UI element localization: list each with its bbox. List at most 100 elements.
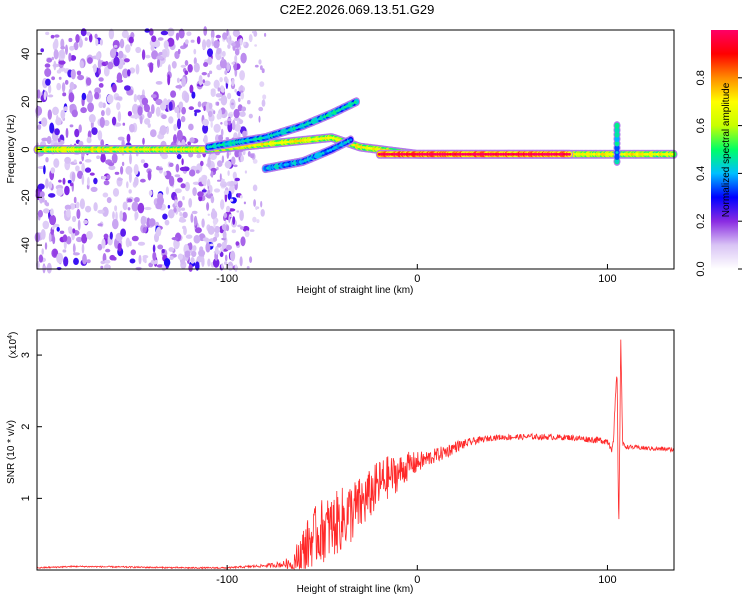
spectrogram-cell bbox=[207, 48, 213, 57]
spectrogram-cell bbox=[126, 181, 129, 189]
spectrogram-cell bbox=[142, 137, 145, 145]
spectrogram-cell bbox=[89, 172, 95, 176]
spectrogram-cell bbox=[339, 143, 343, 147]
spectrogram-cell bbox=[172, 148, 176, 151]
spectrogram-cell bbox=[280, 131, 284, 134]
spectrogram-cell bbox=[207, 110, 213, 118]
spectrogram-cell bbox=[88, 148, 92, 151]
spectrogram-cell bbox=[491, 152, 495, 156]
spectrogram-cell bbox=[50, 34, 55, 39]
spectrogram-cell bbox=[334, 146, 338, 149]
spectrogram-cell bbox=[181, 76, 187, 87]
colorbar-ticks: 0.0 0.2 0.4 0.6 0.8 bbox=[695, 70, 742, 277]
spectrogram-cell bbox=[555, 152, 559, 156]
spectrogram-cell bbox=[150, 259, 158, 265]
spectrogram-cell bbox=[430, 152, 435, 156]
spectrogram-cell bbox=[329, 136, 333, 140]
spectrogram-cell bbox=[236, 210, 240, 213]
spectrogram-cell bbox=[231, 156, 236, 165]
spectrogram-cell bbox=[112, 211, 115, 220]
spectrogram-cell bbox=[590, 152, 594, 156]
spectrogram-cell bbox=[547, 152, 551, 156]
spectrogram-cell bbox=[271, 142, 275, 145]
spectrogram-cell bbox=[159, 148, 163, 151]
spectrogram-cell bbox=[169, 162, 174, 167]
spectrogram-cell bbox=[615, 133, 619, 137]
spectrogram-cell bbox=[60, 45, 66, 50]
spectrogram-cell bbox=[133, 94, 138, 103]
spectrogram-cell bbox=[240, 226, 244, 230]
spectrogram-cell bbox=[244, 139, 248, 143]
spectrogram-cell bbox=[275, 132, 279, 136]
spectrogram-cell bbox=[615, 151, 619, 154]
spectrogram-cell bbox=[226, 151, 229, 159]
spectrogram-cell bbox=[118, 50, 124, 59]
spectrogram-cell bbox=[170, 90, 177, 98]
spectrogram-cell bbox=[224, 142, 228, 146]
spectrogram-cell bbox=[227, 118, 232, 122]
spectrogram-cell bbox=[210, 88, 216, 93]
spectrogram-cell bbox=[116, 148, 120, 151]
spectrogram-cell bbox=[190, 39, 195, 43]
spectrogram-cell bbox=[143, 162, 149, 168]
spectrogram-cell bbox=[517, 152, 521, 156]
spectrogram-cell bbox=[219, 143, 223, 147]
spectrogram-cell bbox=[44, 63, 51, 68]
spectrogram-cell bbox=[233, 164, 238, 168]
spectrogram-cell bbox=[154, 148, 158, 151]
spectrogram-cell bbox=[212, 218, 218, 225]
spectrogram-cell bbox=[415, 152, 419, 156]
spectrogram-cell bbox=[207, 225, 215, 235]
spectrogram-cell bbox=[239, 140, 243, 144]
spectrogram-cell bbox=[106, 174, 111, 180]
spectrogram-cell bbox=[221, 155, 225, 163]
spectrogram-cell bbox=[614, 154, 620, 160]
spectrogram-cell bbox=[529, 152, 534, 156]
spectrogram-cell bbox=[524, 152, 528, 156]
spectrogram-cell bbox=[202, 124, 209, 134]
spectrogram-cell bbox=[169, 148, 173, 151]
spectrogram-cell bbox=[501, 152, 506, 156]
spectrogram-cell bbox=[216, 47, 222, 55]
spectrogram-cell bbox=[56, 252, 64, 264]
spectrogram-cell bbox=[75, 34, 80, 43]
spectrogram-cell bbox=[90, 186, 98, 192]
spectrogram-cell bbox=[390, 152, 394, 156]
spectrogram-cell bbox=[63, 256, 69, 267]
spectrogram-cell bbox=[456, 152, 460, 156]
spectrogram-cell bbox=[519, 152, 523, 156]
spectrogram-cell bbox=[184, 39, 189, 45]
spectrogram-cell bbox=[240, 91, 245, 100]
spectrogram-cell bbox=[486, 152, 490, 156]
spectrogram-cell bbox=[425, 152, 429, 156]
spectrogram-cell bbox=[73, 257, 79, 265]
spectrogram-cell bbox=[157, 58, 160, 68]
spectrogram-cell bbox=[240, 52, 247, 64]
spectrogram-cell bbox=[628, 152, 632, 156]
spectrogram-cell bbox=[81, 162, 85, 173]
spectrogram-cell bbox=[63, 106, 68, 112]
spectrogram-cell bbox=[314, 137, 318, 141]
spectrogram-cell bbox=[116, 72, 123, 83]
spectrogram-cell bbox=[192, 181, 200, 185]
spectrogram-cell bbox=[648, 152, 652, 156]
spectrogram-cells bbox=[33, 26, 678, 274]
spectrogram-cell bbox=[159, 125, 167, 136]
snr-y-ticks: 1 2 3 bbox=[20, 352, 42, 501]
spectrogram-cell bbox=[176, 77, 180, 84]
spectrogram-x-tick-label: 0 bbox=[414, 273, 420, 285]
spectrogram-cell bbox=[224, 261, 228, 265]
spectrogram-cell bbox=[96, 148, 100, 151]
spectrogram-cell bbox=[198, 75, 203, 86]
spectrogram-cell bbox=[167, 64, 171, 73]
spectrogram-cell bbox=[206, 145, 210, 149]
spectrogram-cell bbox=[335, 109, 339, 113]
spectrogram-cell bbox=[357, 145, 361, 149]
spectrogram-cell bbox=[135, 46, 142, 54]
spectrogram-cell bbox=[150, 104, 155, 115]
spectrogram-cell bbox=[286, 140, 290, 144]
spectrogram-cell bbox=[195, 169, 200, 174]
spectrogram-cell bbox=[217, 160, 223, 168]
spectrogram-cell bbox=[216, 113, 221, 120]
